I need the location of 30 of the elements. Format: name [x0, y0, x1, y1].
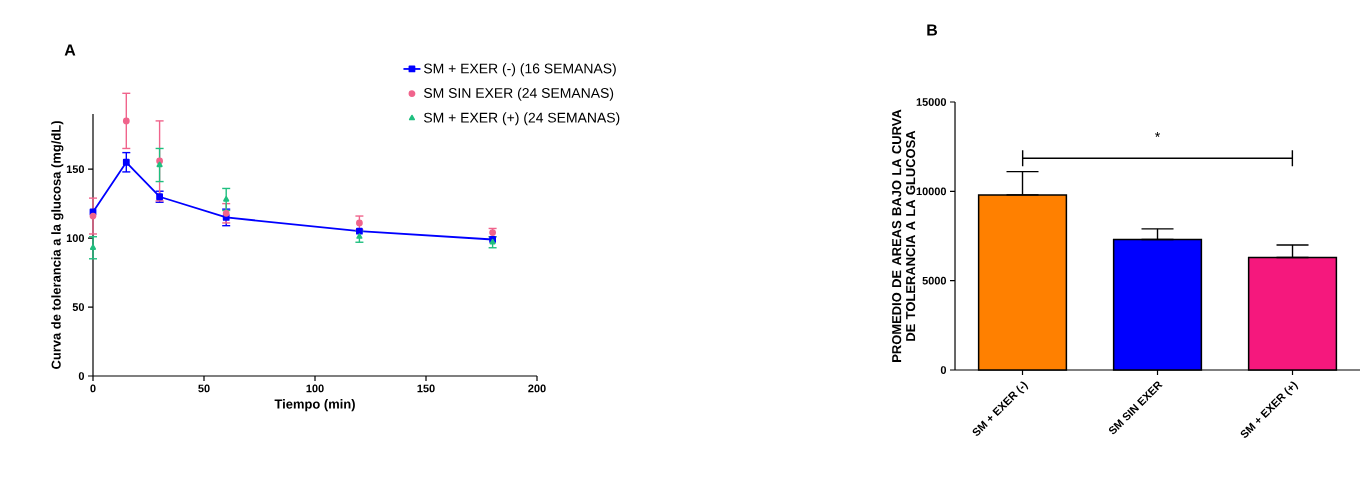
legend-label: SM SIN EXER (24 SEMANAS) — [423, 87, 614, 101]
y-tick-label: 150 — [66, 165, 85, 174]
chart-title: A — [64, 44, 76, 56]
y-tick-label: 0 — [78, 372, 85, 380]
point — [89, 244, 97, 250]
y-axis-title: Curva de tolerancia a la glucosa (mg/dL) — [51, 121, 64, 369]
x-axis-title: Tiempo (min) — [274, 399, 355, 412]
x-tick-label: 200 — [528, 384, 546, 393]
x-tick-label: 0 — [90, 384, 96, 393]
legend-label: SM + EXER (+) (24 SEMANAS) — [423, 112, 620, 126]
y-tick-label: 5000 — [922, 276, 947, 285]
point — [356, 219, 363, 227]
annotation: * — [1155, 132, 1161, 137]
point — [156, 161, 163, 168]
x-tick-label: 50 — [198, 384, 210, 393]
legend-label: SM + EXER (-) (16 SEMANAS) — [423, 63, 616, 77]
chart-title: B — [927, 24, 938, 36]
y-tick-label: 15000 — [916, 98, 947, 106]
x-tick-label: 150 — [417, 384, 435, 393]
point — [156, 157, 163, 165]
y-tick-label: 0 — [940, 366, 947, 374]
x-tick-label: 100 — [306, 384, 324, 393]
point — [223, 196, 230, 202]
point — [122, 117, 130, 125]
point — [122, 158, 130, 166]
y-tick-label: 100 — [66, 234, 85, 242]
y-axis-title: PROMEDIO DE AREAS BAJO LA CURVA DE TOLERANCIA A LA GLUCOSA — [892, 109, 916, 362]
y-tick-label: 10000 — [916, 187, 947, 196]
point — [89, 212, 97, 220]
y-tick-label: 50 — [72, 303, 85, 311]
